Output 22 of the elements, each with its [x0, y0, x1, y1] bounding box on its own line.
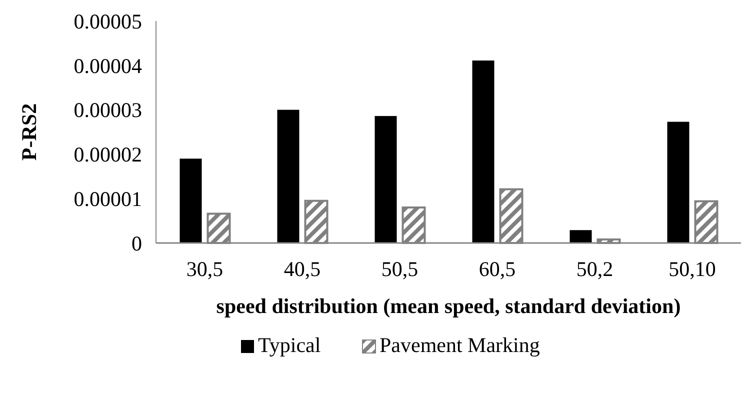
x-tick-label: 30,5	[186, 257, 224, 281]
bar	[180, 158, 202, 243]
bar	[570, 230, 592, 243]
bar	[277, 110, 300, 243]
y-tick-label: 0	[132, 231, 142, 256]
x-tick-label: 50,10	[668, 257, 716, 281]
x-tick-label: 40,5	[284, 257, 321, 281]
x-axis-title: speed distribution (mean speed, standard deviation)	[216, 294, 681, 318]
y-tick-label: 0.00005	[74, 9, 142, 34]
x-tick-label: 50,2	[576, 257, 614, 281]
legend-label: Pavement Marking	[380, 333, 540, 357]
y-tick-label: 0.00001	[74, 186, 142, 211]
y-tick-label: 0.00004	[74, 54, 142, 78]
bar	[667, 122, 690, 243]
y-tick-label: 0.00002	[74, 142, 142, 167]
y-tick-label: 0.00003	[74, 98, 142, 122]
legend-label: Typical	[258, 333, 321, 357]
x-tick-label: 60,5	[478, 257, 516, 281]
bar	[472, 60, 494, 243]
bar	[374, 116, 397, 243]
y-axis-title: P-RS2	[17, 103, 41, 161]
x-tick-label: 50,5	[381, 257, 418, 281]
